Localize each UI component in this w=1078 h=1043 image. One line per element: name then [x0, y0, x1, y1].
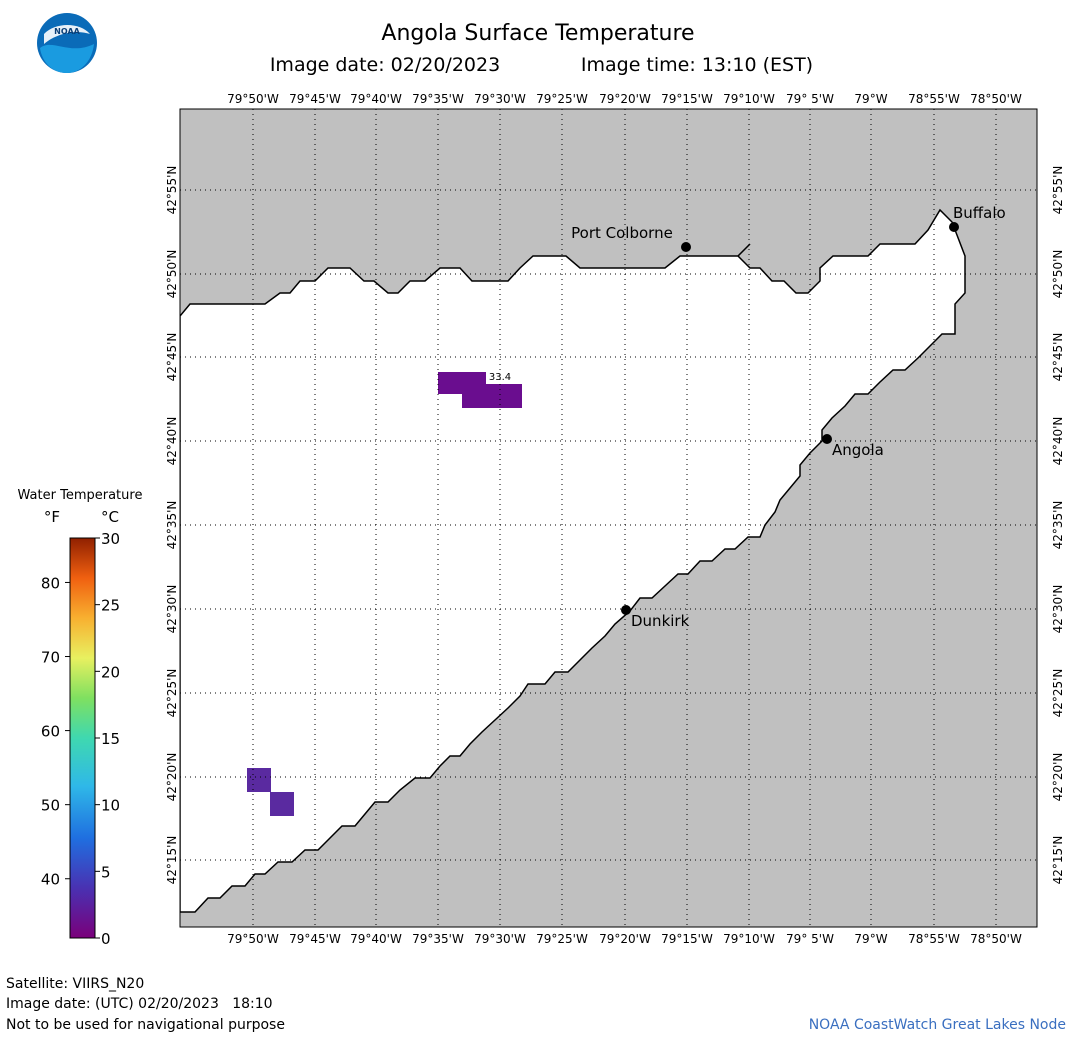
legend-f-label: 50	[41, 797, 60, 815]
legend-f-label: 40	[41, 871, 60, 889]
page-title: Angola Surface Temperature	[381, 21, 694, 46]
longitude-tick-label: 79°W	[854, 92, 887, 106]
legend-c-label: 10	[101, 797, 120, 815]
lake-erie-water	[180, 208, 966, 913]
longitude-tick-label: 78°55'W	[908, 92, 960, 106]
latitude-tick-label: 42°50'N	[1051, 250, 1065, 299]
latitude-tick-label: 42°55'N	[1051, 166, 1065, 215]
city-buffalo: Buffalo	[949, 204, 1006, 232]
latitude-tick-label: 42°25'N	[165, 669, 179, 718]
color-scale-bar	[69, 537, 96, 939]
latitude-tick-label: 42°30'N	[1051, 585, 1065, 634]
sample-temperature-label: 33.4	[489, 372, 511, 383]
legend-f-label: 70	[41, 649, 60, 667]
legend-f-label: 60	[41, 723, 60, 741]
longitude-tick-label: 79°45'W	[289, 92, 341, 106]
longitude-tick-label: 79°50'W	[227, 932, 279, 946]
longitude-tick-label: 79°W	[854, 932, 887, 946]
legend-title: Water Temperature	[18, 488, 143, 503]
map-area: 33.4 79°50'W 79°50'W 79°45'W 79°45'W 79°40'W…	[165, 92, 1065, 946]
latitude-tick-label: 42°35'N	[165, 501, 179, 550]
latitude-tick-label: 42°25'N	[1051, 669, 1065, 718]
legend-c-label: 0	[101, 930, 111, 948]
disclaimer: Not to be used for navigational purpose	[6, 1017, 285, 1033]
longitude-tick-label: 78°50'W	[970, 932, 1022, 946]
longitude-tick-label: 79°15'W	[661, 92, 713, 106]
map-tick-labels: 79°50'W 79°50'W 79°45'W 79°45'W 79°40'W 79°40…	[165, 92, 1065, 946]
longitude-tick-label: 79°35'W	[412, 932, 464, 946]
utc-date-label: Image date: (UTC) 02/20/2023 18:10	[6, 996, 273, 1012]
temperature-pixel	[270, 792, 294, 816]
longitude-tick-label: 79° 5'W	[786, 932, 834, 946]
longitude-tick-label: 78°55'W	[908, 932, 960, 946]
logo-text: NOAA	[54, 27, 80, 36]
longitude-tick-label: 79°35'W	[412, 92, 464, 106]
legend-unit-f: °F	[44, 508, 60, 526]
latitude-tick-label: 42°15'N	[165, 836, 179, 885]
longitude-tick-label: 79°20'W	[599, 932, 651, 946]
longitude-tick-label: 78°50'W	[970, 92, 1022, 106]
temperature-pixel	[462, 384, 522, 408]
legend-c-label: 20	[101, 663, 120, 681]
city-angola: Angola	[822, 434, 884, 459]
legend-c-label: 15	[101, 730, 120, 748]
city-label: Port Colborne	[571, 224, 673, 242]
latitude-tick-label: 42°35'N	[1051, 501, 1065, 550]
noaa-logo-icon: NOAA	[37, 13, 97, 73]
longitude-tick-label: 79°25'W	[536, 932, 588, 946]
city-port-colborne: Port Colborne	[571, 224, 691, 252]
map-frame	[179, 108, 1038, 928]
latitude-tick-label: 42°30'N	[165, 585, 179, 634]
longitude-tick-label: 79°30'W	[474, 92, 526, 106]
legend-c-label: 25	[101, 597, 120, 615]
city-label: Dunkirk	[631, 612, 690, 630]
latitude-tick-label: 42°20'N	[1051, 753, 1065, 802]
image-date: Image date: 02/20/2023	[270, 54, 500, 76]
longitude-tick-label: 79°40'W	[350, 92, 402, 106]
city-marker	[621, 605, 631, 615]
latitude-tick-label: 42°15'N	[1051, 836, 1065, 885]
latitude-tick-label: 42°45'N	[1051, 333, 1065, 382]
legend-c-label: 30	[101, 530, 120, 548]
city-marker	[949, 222, 959, 232]
satellite-label: Satellite: VIIRS_N20	[6, 976, 144, 992]
temperature-pixel	[247, 768, 271, 792]
city-marker	[681, 242, 691, 252]
longitude-tick-label: 79°30'W	[474, 932, 526, 946]
latitude-tick-label: 42°40'N	[1051, 417, 1065, 466]
longitude-tick-label: 79°15'W	[661, 932, 713, 946]
city-label: Buffalo	[953, 204, 1006, 222]
longitude-tick-label: 79°50'W	[227, 92, 279, 106]
legend-unit-c: °C	[101, 508, 119, 526]
latitude-tick-label: 42°55'N	[165, 166, 179, 215]
latitude-tick-label: 42°45'N	[165, 333, 179, 382]
city-dunkirk: Dunkirk	[621, 605, 690, 630]
longitude-tick-label: 79°25'W	[536, 92, 588, 106]
longitude-tick-label: 79° 5'W	[786, 92, 834, 106]
longitude-tick-label: 79°10'W	[723, 932, 775, 946]
longitude-tick-label: 79°45'W	[289, 932, 341, 946]
legend-c-label: 5	[101, 863, 111, 881]
longitude-tick-label: 79°40'W	[350, 932, 402, 946]
city-marker	[822, 434, 832, 444]
latitude-tick-label: 42°50'N	[165, 250, 179, 299]
longitude-tick-label: 79°10'W	[723, 92, 775, 106]
temperature-legend: Water Temperature °F °C 0 5 10 15 20 25 30 40 50…	[18, 488, 143, 948]
legend-f-label: 80	[41, 574, 60, 592]
city-label: Angola	[832, 441, 884, 459]
image-time: Image time: 13:10 (EST)	[581, 54, 813, 76]
latitude-tick-label: 42°40'N	[165, 417, 179, 466]
credit-label: NOAA CoastWatch Great Lakes Node	[809, 1017, 1066, 1033]
latitude-tick-label: 42°20'N	[165, 753, 179, 802]
longitude-tick-label: 79°20'W	[599, 92, 651, 106]
